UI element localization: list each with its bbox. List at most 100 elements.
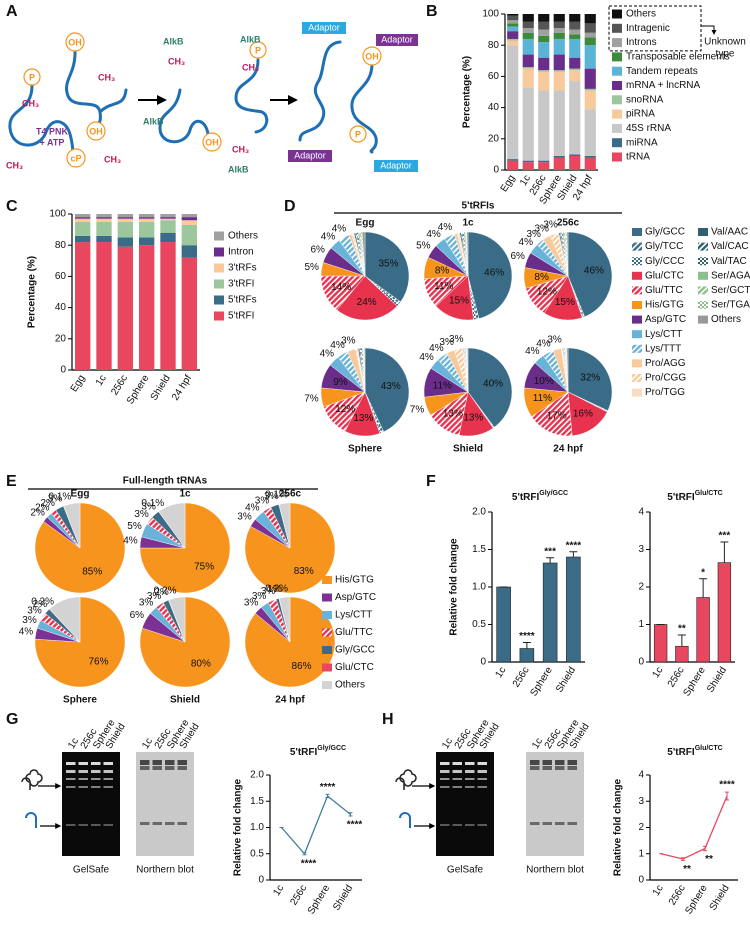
gel-label: GelSafe — [447, 865, 484, 876]
pie-name: Egg — [356, 218, 375, 229]
slice-label: 17% — [547, 411, 567, 422]
bar-segment — [96, 242, 112, 370]
lane-label: 1c — [530, 736, 545, 751]
pie-slice — [567, 347, 613, 412]
slice-label: 3% — [534, 223, 549, 234]
panel-label: A — [6, 3, 18, 20]
bar-segment — [181, 224, 198, 246]
band — [477, 770, 487, 773]
hydroxyl-circle — [362, 46, 382, 66]
adaptor-box — [288, 150, 332, 162]
slice-label: 10% — [534, 376, 554, 387]
significance: **** — [719, 780, 735, 791]
pie-slice — [566, 347, 569, 393]
slice-label: 7% — [410, 404, 425, 415]
phosphate: P — [355, 129, 361, 139]
demethylase: AlkB — [240, 34, 261, 44]
pie-name: 24 hpf — [553, 444, 583, 455]
y-axis-label: Relative fold change — [233, 778, 244, 876]
legend-swatch — [698, 315, 708, 324]
adaptor-box — [376, 34, 418, 46]
y-axis-label: Relative fold change — [449, 538, 460, 636]
y-tick-label: 0.5 — [472, 619, 486, 630]
y-tick-label: 2 — [638, 822, 644, 833]
bar-segment — [160, 217, 176, 219]
bar-segment — [553, 38, 565, 55]
slice-label: 2% — [33, 599, 48, 610]
band — [78, 824, 88, 826]
slice-label: 12% — [335, 404, 355, 415]
legend-swatch — [214, 247, 224, 257]
significance: ** — [705, 854, 713, 865]
legend-swatch — [214, 231, 224, 241]
slice-label: 3% — [141, 501, 156, 512]
bar-segment — [538, 57, 550, 71]
hydroxyl: OH — [89, 126, 103, 136]
bar-segment — [522, 54, 534, 68]
bar-segment — [117, 218, 134, 222]
pie-slice — [531, 391, 573, 437]
bar-segment — [522, 68, 534, 88]
legend-label: Lys/TTT — [645, 343, 681, 354]
y-tick-label: 3 — [638, 544, 644, 555]
slice-label: 15% — [449, 295, 469, 306]
slice-label: 0.2% — [31, 596, 54, 607]
pie-slice — [467, 347, 513, 428]
y-tick-label: 1 — [638, 619, 644, 630]
y-tick-label: 0 — [638, 657, 644, 668]
slice-label: 32% — [580, 372, 600, 383]
legend-label: 5'tRFs — [228, 295, 257, 306]
y-tick-label: 100 — [49, 209, 66, 220]
legend-label: Others — [335, 680, 365, 691]
slice-label: 11% — [434, 281, 453, 292]
slice-label: 0.1% — [141, 498, 164, 509]
band — [177, 760, 187, 765]
y-tick-label: 1.0 — [250, 822, 264, 833]
pie-slice — [244, 502, 336, 594]
y-tick-label: 80 — [55, 240, 67, 251]
bar-segment — [553, 90, 565, 156]
bar — [542, 562, 558, 663]
title-main: 5'tRFI — [667, 747, 695, 758]
lane-label: 1c — [140, 736, 155, 751]
bar-segment — [507, 40, 519, 46]
bar-segment — [569, 14, 581, 22]
slice-label: 86% — [291, 661, 311, 672]
slice-label: 4% — [330, 340, 345, 351]
band — [165, 822, 175, 825]
y-tick-label: 2 — [638, 582, 644, 593]
bar-segment — [569, 154, 581, 156]
title-main: 5'tRFI — [290, 747, 318, 758]
band — [555, 766, 565, 770]
band — [440, 824, 450, 826]
bar-segment — [507, 14, 519, 16]
pie-slice — [567, 231, 613, 317]
panel-label: E — [6, 473, 17, 490]
bar-segment — [507, 15, 519, 21]
bar — [696, 597, 710, 663]
slice-label: 46% — [484, 267, 504, 278]
band — [477, 778, 487, 780]
bar-segment — [584, 68, 596, 89]
legend-label: Glu/TTC — [335, 627, 373, 638]
slice-label: 3% — [261, 586, 276, 597]
band — [530, 766, 540, 770]
legend-swatch — [632, 359, 642, 368]
slice-label: 7% — [304, 393, 319, 404]
slice-label: 3% — [526, 229, 541, 240]
slice-label: 3% — [341, 335, 356, 346]
slice-label: 3% — [449, 334, 464, 345]
bar-segment — [507, 159, 519, 161]
pie-name: Sphere — [63, 695, 97, 706]
methyl: CH₃ — [6, 160, 23, 170]
pie-slice — [566, 231, 569, 277]
y-tick-label: 0.5 — [250, 848, 264, 859]
slice-label: 4% — [429, 343, 444, 354]
y-tick-label: 4 — [638, 770, 644, 781]
bar-segment — [507, 23, 519, 27]
slice-label: 9% — [333, 377, 348, 388]
slice-label: 3% — [147, 591, 162, 602]
title-sup: Glu/CTC — [695, 745, 723, 752]
slice-label: 3% — [439, 337, 454, 348]
bar-segment — [584, 90, 596, 110]
